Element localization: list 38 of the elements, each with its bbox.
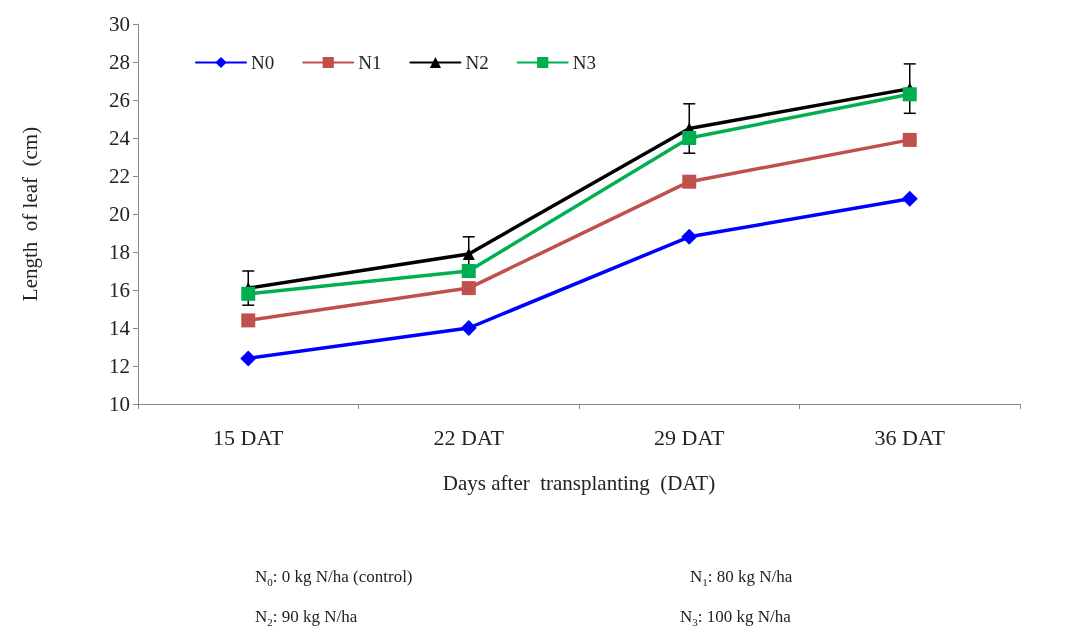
point <box>902 132 917 147</box>
x-tick-label: 15 DAT <box>213 424 284 450</box>
point <box>462 247 475 260</box>
legend-label: N0 <box>251 52 275 73</box>
y-tick-label: 22 <box>109 164 130 188</box>
x-axis-title: Days after transplanting (DAT) <box>442 470 716 495</box>
y-tick-label: 12 <box>109 354 130 378</box>
text: N$_{2}$: 90 kg N/ha <box>255 607 358 629</box>
y-tick-label: 16 <box>109 278 130 302</box>
point <box>682 174 697 189</box>
y-tick-label: 18 <box>109 240 130 264</box>
x-tick-label: 29 DAT <box>654 424 725 450</box>
point <box>241 313 256 328</box>
legend-label: N2 <box>465 52 489 73</box>
text: N$_{0}$: 0 kg N/ha (control) <box>255 567 413 589</box>
point <box>901 190 918 207</box>
legend-label: N3 <box>572 52 596 73</box>
point <box>460 320 477 336</box>
y-axis-title: Length of leaf (cm) <box>17 126 42 302</box>
y-tick-label: 20 <box>109 202 130 226</box>
point <box>902 87 917 102</box>
x-tick-label: 22 DAT <box>433 424 505 450</box>
text: N$_{1}$: 80 kg N/ha <box>690 567 793 589</box>
text: N$_{3}$: 100 kg N/ha <box>680 607 791 629</box>
point <box>681 228 698 245</box>
legend-label: N1 <box>358 52 382 73</box>
point <box>682 131 697 145</box>
x-tick-label: 36 DAT <box>874 424 946 450</box>
y-tick-label: 10 <box>109 392 130 416</box>
y-tick-label: 24 <box>109 126 131 150</box>
y-tick-label: 30 <box>109 12 130 36</box>
y-tick-label: 26 <box>109 88 130 112</box>
point <box>461 281 476 296</box>
point <box>240 350 257 367</box>
point <box>461 264 476 278</box>
y-tick-label: 14 <box>109 316 131 340</box>
y-tick-label: 28 <box>109 50 130 74</box>
point <box>241 286 256 301</box>
